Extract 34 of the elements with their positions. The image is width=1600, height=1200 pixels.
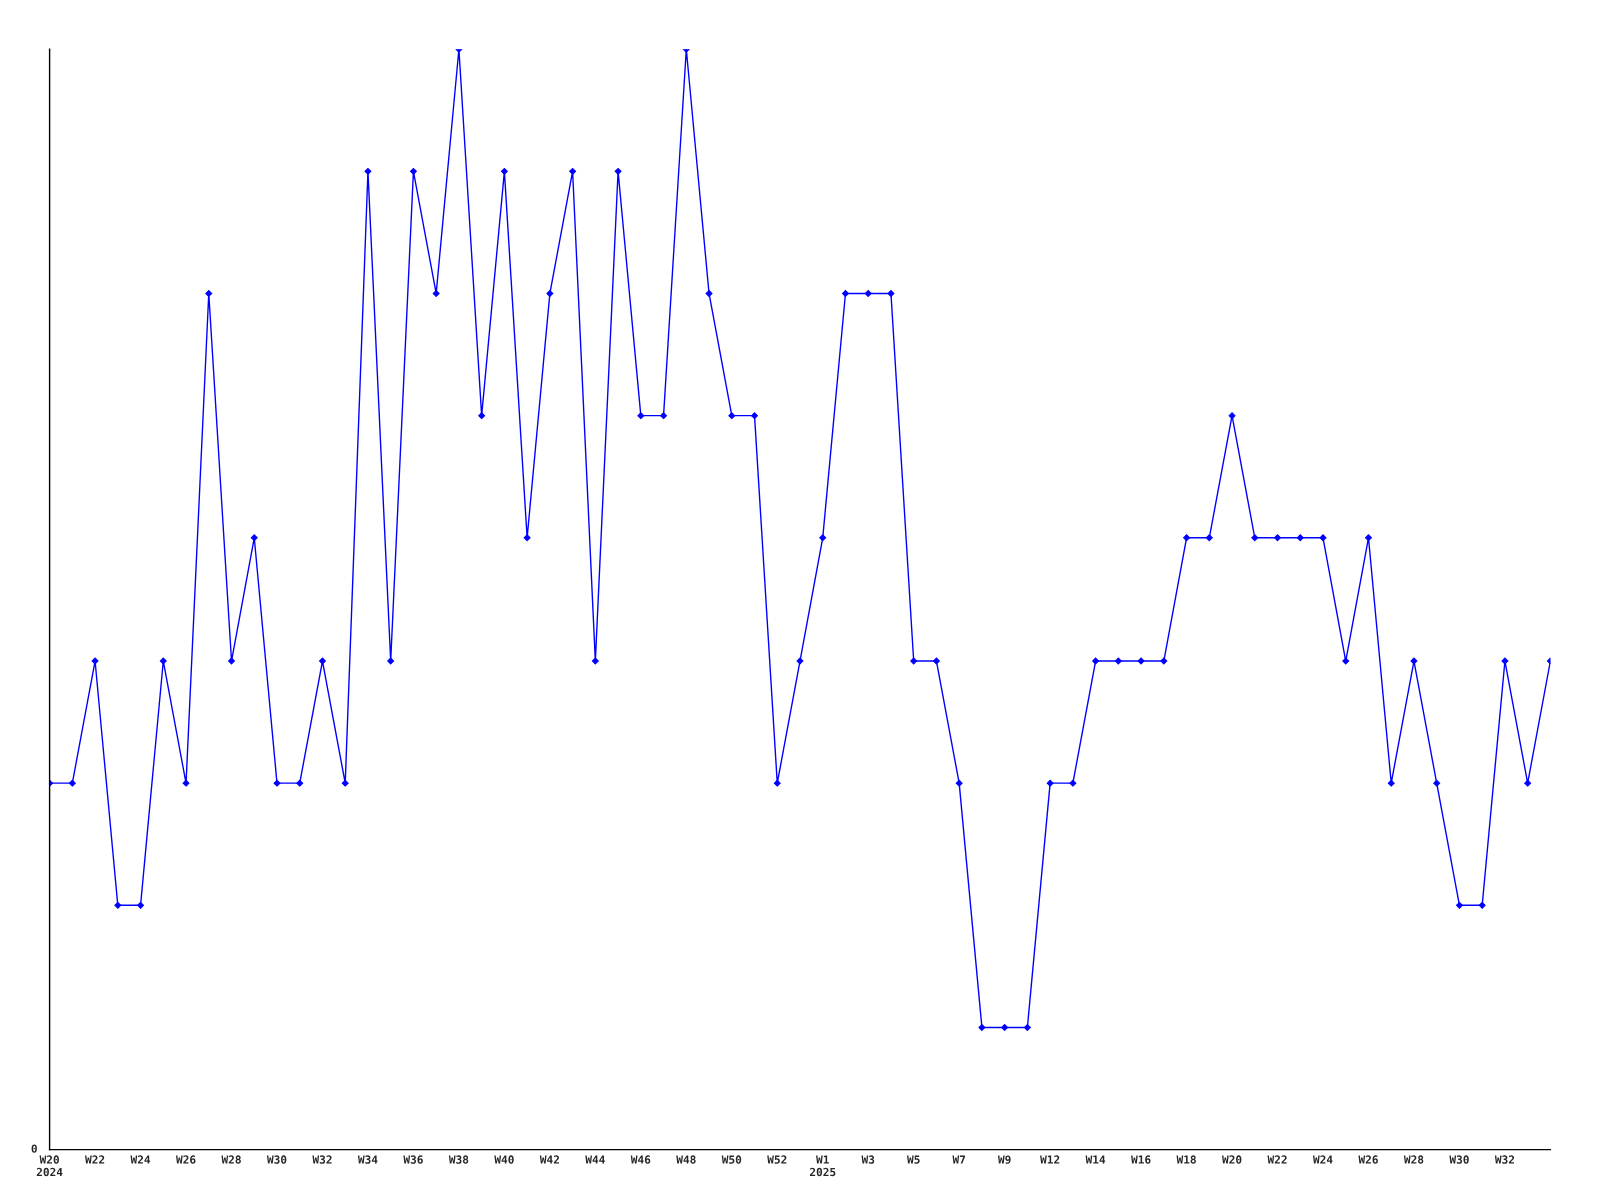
x-tick-label: W7 bbox=[952, 1155, 966, 1164]
x-tick-label: W52 bbox=[767, 1155, 787, 1164]
x-tick-label: W32 bbox=[312, 1155, 332, 1164]
x-tick-label: W34 bbox=[357, 1155, 378, 1164]
x-tick-label: W20 bbox=[1222, 1155, 1242, 1164]
x-tick-label: W40 bbox=[494, 1155, 514, 1164]
x-tick-label: W38 bbox=[448, 1155, 469, 1164]
x-tick-label: W18 bbox=[1176, 1155, 1196, 1164]
x-tick-label: W46 bbox=[630, 1155, 651, 1164]
x-tick-label: W1 2025 bbox=[809, 1155, 836, 1177]
x-tick-label: W14 bbox=[1085, 1155, 1106, 1164]
x-tick-label: W48 bbox=[676, 1155, 696, 1164]
text: 0 bbox=[31, 1144, 37, 1153]
x-tick-label: W32 bbox=[1494, 1155, 1515, 1164]
x-tick-label: W12 bbox=[1040, 1155, 1060, 1164]
x-tick-label: W20 2024 bbox=[36, 1155, 63, 1177]
x-tick-label: W22 bbox=[1267, 1155, 1287, 1164]
x-tick-label: W44 bbox=[585, 1155, 605, 1164]
x-tick-label: W30 bbox=[1449, 1155, 1469, 1164]
x-tick-label: W30 bbox=[266, 1155, 287, 1164]
x-tick-label: W36 bbox=[403, 1155, 423, 1164]
x-tick-label: W28 bbox=[221, 1155, 241, 1164]
x-tick-label: W24 bbox=[130, 1155, 151, 1164]
x-tick-label: W26 bbox=[176, 1155, 196, 1164]
x-tick-label: W22 bbox=[85, 1155, 105, 1164]
x-tick-label: W42 bbox=[539, 1155, 559, 1164]
x-tick-label: W5 bbox=[907, 1155, 920, 1164]
x-tick-label: W16 bbox=[1131, 1155, 1151, 1164]
x-tick-label: W26 bbox=[1358, 1155, 1378, 1164]
x-tick-label: W3 bbox=[861, 1155, 875, 1164]
x-tick-label: W28 bbox=[1403, 1155, 1424, 1164]
x-tick-label: W50 bbox=[721, 1155, 742, 1164]
x-tick-label: W9 bbox=[997, 1155, 1011, 1164]
x-tick-label: W24 bbox=[1312, 1155, 1333, 1164]
